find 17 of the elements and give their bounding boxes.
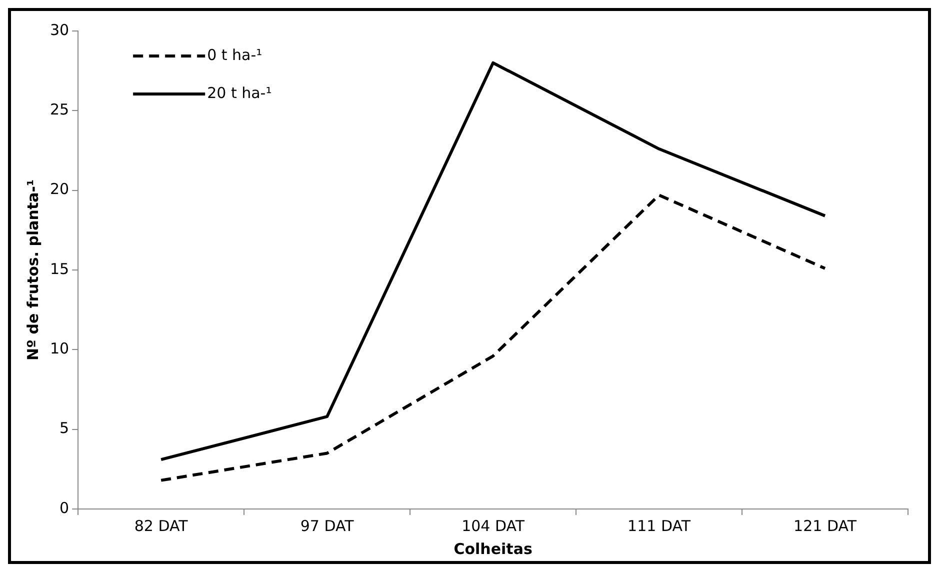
x-tick-label: 104 DAT xyxy=(462,516,526,535)
y-tick-label: 25 xyxy=(50,100,70,119)
y-tick-label: 30 xyxy=(50,20,70,39)
y-tick-label: 20 xyxy=(50,180,70,198)
y-tick-label: 10 xyxy=(50,340,70,358)
x-tick-label: 97 DAT xyxy=(300,516,355,535)
legend-label: 20 t ha-¹ xyxy=(207,84,272,102)
y-tick-label: 15 xyxy=(50,260,70,278)
x-tick-label: 82 DAT xyxy=(134,516,189,535)
y-tick-label: 5 xyxy=(60,419,70,438)
x-axis-title: Colheitas xyxy=(454,540,532,558)
line-series xyxy=(160,194,827,482)
y-tick-label: 0 xyxy=(60,498,70,517)
x-tick-label: 111 DAT xyxy=(628,516,692,535)
legend-label: 0 t ha-¹ xyxy=(207,46,262,64)
x-tick-label: 121 DAT xyxy=(794,516,858,535)
y-axis-title: Nº de frutos. planta-¹ xyxy=(24,179,42,361)
